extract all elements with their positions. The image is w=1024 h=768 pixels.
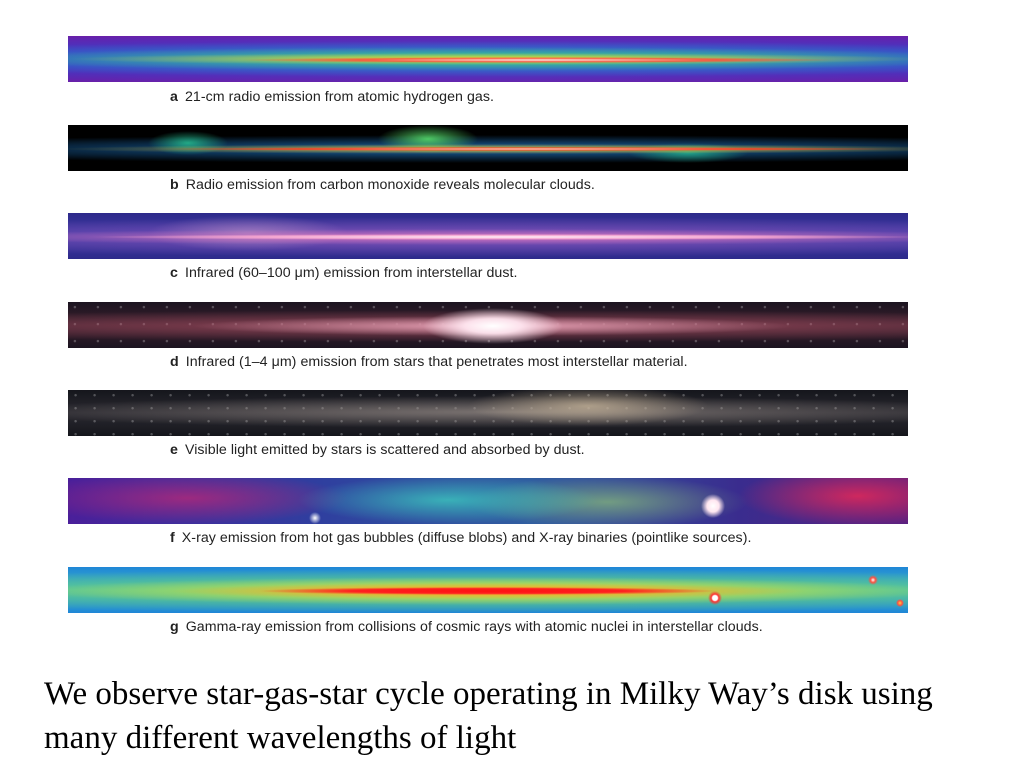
caption-text: Visible light emitted by stars is scatte… [184,442,585,458]
panel-letter: a [170,89,178,105]
panel-e-caption: e Visible light emitted by stars is scatt… [170,442,585,458]
slide-body-text: We observe star-gas-star cycle operating… [44,676,933,756]
panel-letter: f [170,530,175,546]
visible-light-image [68,390,908,436]
near-infrared-image [68,302,908,348]
panel-letter: b [170,177,179,193]
caption-text: 21-cm radio emission from atomic hydroge… [184,89,494,105]
carbon-monoxide-image [68,125,908,171]
radio-21cm-image [68,36,908,82]
caption-text: Infrared (60–100 μm) emission from inter… [184,265,518,281]
panel-f-caption: f X-ray emission from hot gas bubbles (di… [170,530,751,546]
panel-c-caption: c Infrared (60–100 μm) emission from inte… [170,265,518,281]
panel-a-caption: a 21-cm radio emission from atomic hydrog… [170,89,494,105]
gamma-ray-image [68,567,908,613]
caption-text: Radio emission from carbon monoxide reve… [185,177,595,193]
panel-letter: c [170,265,178,281]
panel-letter: d [170,354,179,370]
panel-letter: g [170,619,179,635]
panel-d-caption: d Infrared (1–4 μm) emission from stars t… [170,354,688,370]
x-ray-image [68,478,908,524]
caption-text: X-ray emission from hot gas bubbles (dif… [181,530,752,546]
panel-letter: e [170,442,178,458]
panel-g-caption: g Gamma-ray emission from collisions of c… [170,619,763,635]
far-infrared-image [68,213,908,259]
caption-text: Infrared (1–4 μm) emission from stars th… [185,354,688,370]
caption-text: Gamma-ray emission from collisions of co… [185,619,763,635]
panel-b-caption: b Radio emission from carbon monoxide rev… [170,177,595,193]
